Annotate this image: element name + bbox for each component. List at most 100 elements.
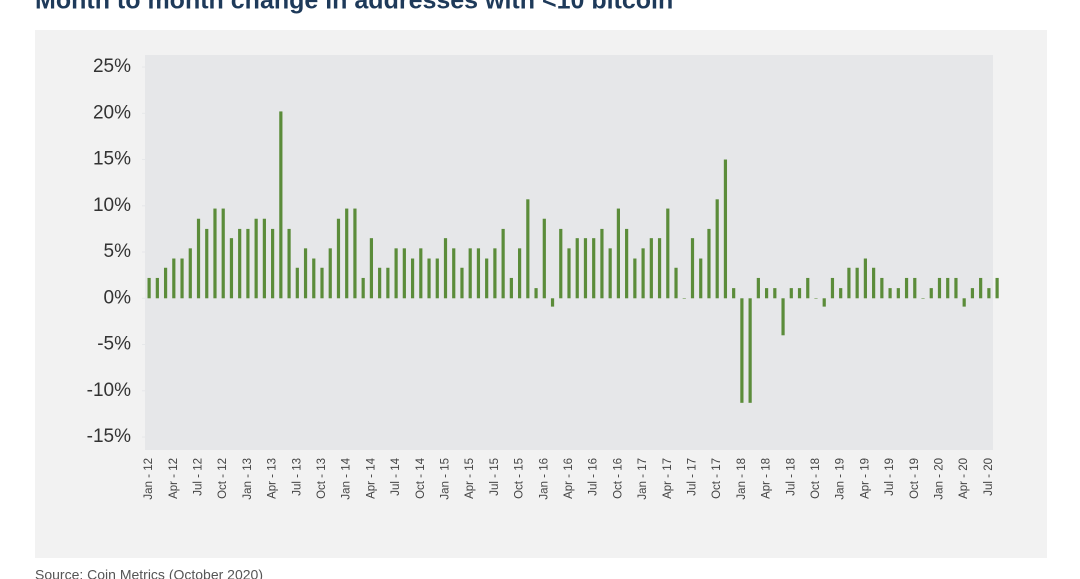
bar — [246, 228, 250, 299]
bar — [954, 277, 958, 299]
bar — [896, 288, 900, 299]
bar — [863, 258, 867, 299]
bar — [723, 159, 728, 299]
bar — [172, 258, 176, 299]
bar — [764, 288, 769, 299]
bar — [913, 277, 917, 299]
bar — [262, 218, 266, 299]
bar — [180, 258, 184, 299]
bar — [476, 248, 481, 299]
bar — [386, 267, 390, 299]
x-tick-label: Jul - 19 — [884, 458, 896, 496]
bar — [888, 288, 892, 299]
x-tick-label: Apr - 14 — [365, 457, 377, 499]
x-tick-label: Apr - 17 — [662, 458, 674, 499]
bar — [937, 277, 942, 299]
bar — [361, 277, 365, 299]
x-tick-label: Jul - 14 — [390, 457, 402, 495]
bar — [987, 288, 991, 299]
bar — [460, 267, 464, 299]
x-tick-label: Jan - 17 — [637, 458, 649, 500]
bar — [946, 277, 950, 299]
bar — [238, 228, 242, 299]
bar — [229, 238, 234, 299]
bar — [880, 277, 884, 299]
bar — [962, 298, 966, 307]
x-tick-label: Oct - 19 — [909, 458, 921, 499]
bar — [254, 218, 258, 299]
x-tick-label: Apr - 15 — [464, 458, 476, 499]
bar — [625, 228, 629, 299]
y-tick-label: -5% — [97, 334, 131, 355]
bar — [707, 228, 711, 299]
bar — [328, 248, 332, 299]
bar — [641, 248, 645, 299]
bar — [773, 288, 777, 299]
bar — [559, 228, 563, 299]
bar — [419, 248, 423, 299]
bar — [814, 298, 818, 299]
y-tick-label: 20% — [93, 102, 131, 123]
x-tick-label: Apr - 13 — [267, 458, 279, 499]
y-tick-label: 15% — [93, 149, 131, 170]
bar — [550, 298, 555, 307]
bar — [633, 258, 637, 299]
bar — [443, 238, 448, 299]
bar — [518, 248, 522, 299]
bar — [542, 218, 546, 299]
bar — [509, 277, 513, 299]
bar — [493, 248, 497, 299]
bar — [740, 298, 744, 403]
x-tick-label: Oct - 17 — [711, 458, 723, 499]
bar — [196, 218, 201, 299]
bar — [353, 208, 357, 299]
bar — [600, 228, 604, 299]
bar — [699, 258, 703, 299]
bar — [221, 208, 225, 299]
x-tick-label: Oct - 18 — [810, 458, 822, 499]
bar — [904, 277, 909, 299]
bar — [756, 277, 760, 299]
bar — [855, 267, 859, 299]
bar — [616, 208, 620, 299]
bar — [163, 267, 168, 299]
bar — [534, 288, 538, 299]
bar — [690, 238, 695, 299]
bar — [822, 298, 826, 307]
bar — [583, 238, 588, 299]
y-tick-label: -15% — [87, 426, 131, 447]
x-tick-label: Jul - 16 — [588, 458, 600, 496]
bar — [608, 248, 612, 299]
bar — [205, 228, 209, 299]
x-tick-label: Apr - 12 — [168, 458, 180, 499]
bar — [797, 288, 802, 299]
bar — [748, 298, 752, 403]
y-tick-label: 0% — [104, 287, 132, 308]
bar — [378, 267, 382, 299]
x-tick-label: Apr - 19 — [859, 458, 871, 499]
chart-title: Month to month change in addresses with … — [35, 0, 673, 15]
bar — [468, 248, 472, 299]
bar — [485, 258, 489, 299]
bar — [394, 248, 398, 299]
bar — [279, 111, 283, 299]
bar — [155, 277, 159, 299]
bar — [995, 277, 999, 299]
x-tick-label: Jan - 14 — [341, 457, 353, 499]
bar — [567, 248, 571, 299]
bar — [369, 238, 374, 299]
x-tick-label: Oct - 14 — [415, 457, 427, 499]
bar — [213, 208, 217, 299]
bar — [427, 258, 431, 299]
y-tick-label: 25% — [93, 56, 131, 77]
bar — [732, 288, 736, 299]
x-tick-label: Apr - 18 — [761, 458, 773, 499]
bar — [452, 248, 456, 299]
y-tick-label: 5% — [104, 241, 132, 262]
bar — [682, 298, 686, 299]
x-tick-label: Jan - 20 — [934, 458, 946, 500]
bar — [188, 248, 192, 299]
bar — [666, 208, 670, 299]
bar — [847, 267, 851, 299]
bar — [336, 218, 341, 299]
